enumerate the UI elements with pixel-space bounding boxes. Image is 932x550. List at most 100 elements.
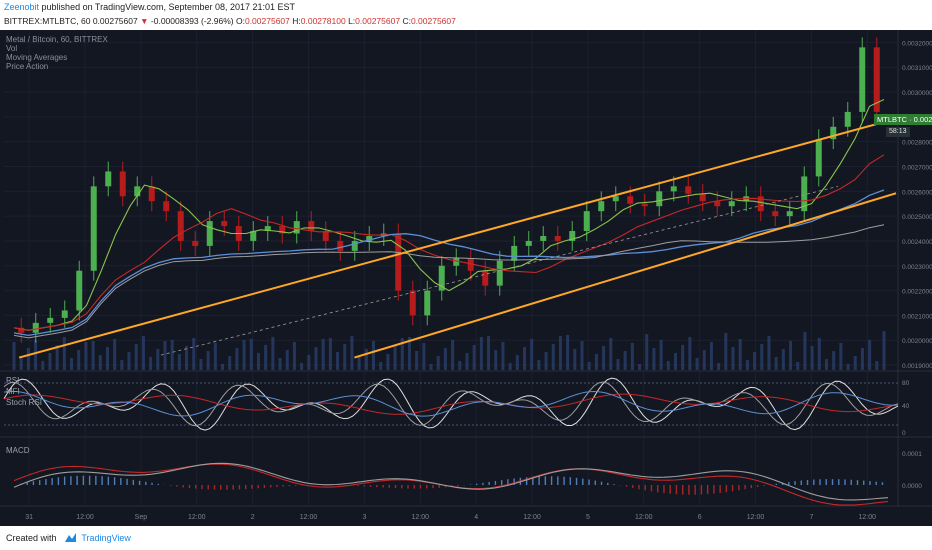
- rsi-label[interactable]: RSI: [6, 376, 20, 385]
- price-axis-label: 0.00190000: [902, 363, 932, 370]
- candle-body: [61, 310, 68, 318]
- macd-histogram-bar: [438, 485, 440, 488]
- publish-text: published on TradingView.com, September …: [41, 2, 296, 12]
- volume-bar: [62, 337, 66, 370]
- volume-bar: [336, 352, 340, 370]
- candle-body: [438, 265, 445, 291]
- macd-histogram-bar: [488, 481, 490, 485]
- volume-bar: [753, 352, 757, 370]
- candle-body: [627, 196, 634, 204]
- volume-bar: [141, 336, 145, 370]
- time-axis-label: Sep: [135, 514, 148, 521]
- time-axis-label: 2: [251, 514, 255, 521]
- candle-body: [482, 270, 489, 286]
- macd-histogram-bar: [176, 485, 178, 487]
- macd-histogram-bar: [819, 479, 821, 485]
- candle-body: [366, 235, 373, 241]
- volume-bar: [666, 361, 670, 370]
- open-label: O:: [235, 16, 245, 26]
- macd-histogram-bar: [244, 485, 247, 490]
- macd-histogram-bar: [500, 480, 503, 485]
- macd-histogram-bar: [182, 485, 184, 488]
- chart-area[interactable]: 0.003200000.003100000.003000000.00290000…: [0, 30, 932, 526]
- candle-body: [221, 221, 228, 227]
- time-axis-label: 7: [809, 514, 813, 521]
- macd-histogram-bar: [625, 485, 628, 487]
- low-value: 0.00275607: [355, 16, 401, 26]
- macd-histogram-bar: [813, 479, 815, 485]
- candle-body: [424, 290, 431, 316]
- macd-histogram-bar: [419, 485, 422, 489]
- macd-histogram-bar: [157, 483, 159, 485]
- candle-body: [351, 240, 358, 251]
- macd-histogram-bar: [238, 485, 241, 490]
- macd-histogram-bar: [220, 485, 222, 490]
- ma-mid-line: [13, 154, 885, 331]
- macd-histogram-bar: [756, 485, 759, 488]
- macd-histogram-bar: [95, 475, 97, 485]
- macd-histogram-bar: [63, 476, 66, 485]
- macd-histogram-bar: [875, 481, 877, 485]
- macd-histogram-bar: [294, 485, 297, 486]
- candle-body: [641, 203, 648, 207]
- volume-bar: [738, 339, 742, 370]
- macd-histogram-bar: [382, 485, 384, 488]
- author-link[interactable]: Zeenobit: [4, 2, 40, 12]
- macd-histogram-bar: [132, 479, 135, 485]
- stoch-rsi-label[interactable]: Stoch RSI: [6, 398, 43, 407]
- macd-histogram-bar: [588, 479, 590, 485]
- volume-bar: [573, 349, 577, 370]
- macd-label[interactable]: MACD: [6, 446, 30, 455]
- candle-body: [453, 258, 460, 266]
- candle-body: [583, 211, 590, 232]
- volume-bar: [472, 345, 476, 370]
- volume-bar: [673, 353, 677, 370]
- macd-histogram-bar: [475, 483, 478, 485]
- volume-bar: [638, 364, 642, 370]
- mfi-label[interactable]: MFI: [6, 387, 20, 396]
- macd-histogram-bar: [70, 476, 72, 485]
- candle-body: [873, 47, 880, 112]
- close-value: 0.00275607: [410, 16, 456, 26]
- close-label: C:: [402, 16, 411, 26]
- legend-item-vol[interactable]: Vol: [6, 44, 18, 53]
- macd-histogram-bar: [457, 485, 459, 487]
- volume-bar: [206, 351, 210, 370]
- macd-histogram-bar: [844, 479, 846, 485]
- volume-bar: [602, 346, 606, 370]
- volume-bar: [522, 347, 526, 370]
- macd-histogram-bar: [57, 477, 60, 485]
- macd-axis-label: 0.0000: [902, 483, 922, 490]
- volume-bar: [34, 340, 38, 370]
- macd-histogram-bar: [494, 480, 497, 485]
- macd-histogram-bar: [76, 475, 78, 485]
- volume-bar: [422, 343, 426, 370]
- candle-body: [757, 196, 764, 212]
- legend-item-moving-averages[interactable]: Moving Averages: [6, 53, 68, 62]
- macd-histogram-bar: [644, 485, 646, 491]
- time-axis-label: 31: [25, 514, 33, 521]
- ma-slow-line: [13, 189, 885, 337]
- tradingview-brand[interactable]: TradingView: [81, 533, 131, 543]
- volume-bar: [91, 341, 95, 370]
- volume-bar: [465, 353, 469, 370]
- time-axis-label: 12:00: [523, 514, 541, 521]
- macd-histogram-bar: [170, 485, 172, 486]
- macd-histogram-bar: [38, 480, 41, 485]
- volume-bar: [558, 336, 562, 370]
- macd-histogram-bar: [838, 479, 840, 485]
- candle-body: [801, 176, 808, 212]
- candle-body: [786, 211, 793, 217]
- macd-histogram-bar: [525, 477, 528, 485]
- macd-histogram-bar: [138, 480, 141, 485]
- volume-bar: [616, 359, 620, 370]
- chart-canvas[interactable]: 0.003200000.003100000.003000000.00290000…: [0, 30, 932, 526]
- macd-histogram-bar: [232, 485, 234, 490]
- macd-histogram-bar: [657, 485, 659, 493]
- macd-histogram-bar: [738, 485, 740, 491]
- legend-item-price-action[interactable]: Price Action: [6, 62, 49, 71]
